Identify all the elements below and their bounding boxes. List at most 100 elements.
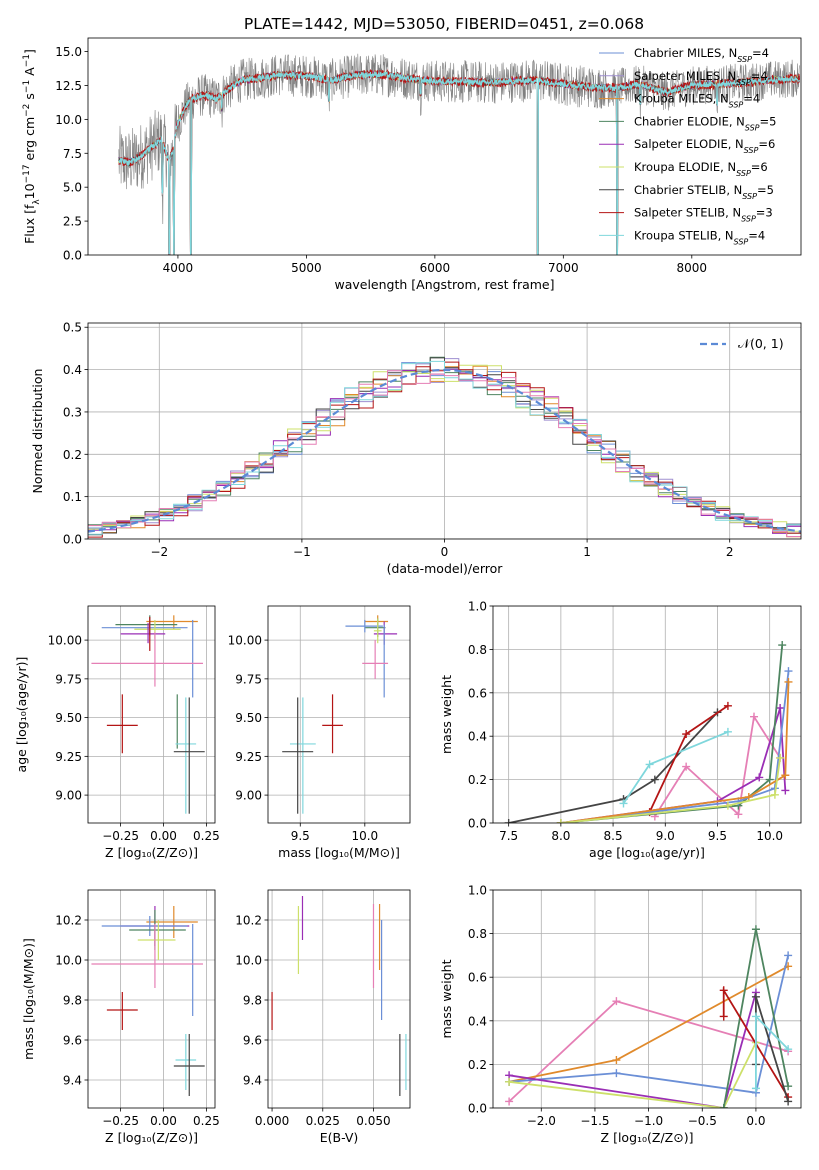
age-vs-metallicity-y-tick-label: 9.00 xyxy=(55,789,82,803)
mass-weight-vs-metallicity-x-tick-label: −2.0 xyxy=(527,1114,556,1128)
mass-weight-vs-age-frame xyxy=(492,605,802,824)
legend-label-value: =5 xyxy=(760,114,777,128)
age-vs-metallicity-y-tick-label: 10.00 xyxy=(48,634,82,648)
legend-label-text: Kroupa MILES, N xyxy=(634,92,729,106)
mass-weight-vs-metallicity-series-marker xyxy=(784,1097,793,1106)
legend-label-text: Salpeter MILES, N xyxy=(634,69,736,83)
mass-weight-vs-age-series-line xyxy=(560,670,790,823)
mass-vs-extinction-y-tick-label: 10.0 xyxy=(235,954,262,968)
spectrum-y-label: Flux [fλ10−17 erg cm−2 s−1 A−1] xyxy=(22,49,42,244)
residual-histogram-y-tick-label: 0.4 xyxy=(63,363,82,377)
mass-vs-extinction-y-tick-label: 9.4 xyxy=(243,1074,262,1088)
age-vs-metallicity-plot-area xyxy=(88,606,215,823)
mass-vs-extinction-x-tick-label: 0.000 xyxy=(255,1114,289,1128)
mass-weight-vs-age-series-marker xyxy=(734,810,743,819)
mass-weight-vs-metallicity-series-marker xyxy=(719,1104,728,1108)
mass-weight-vs-metallicity-series-marker xyxy=(784,1082,793,1091)
mass-vs-metallicity-panel: −0.25 0.00 0.25 9.4 9.6 9.8 10.0 10.2 Z [log₁₀(Z… xyxy=(21,889,220,1145)
spectrum-plot-area xyxy=(118,53,800,255)
legend-label-sub: SSP xyxy=(736,77,751,86)
mass-vs-metallicity-point xyxy=(173,1034,205,1096)
mass-weight-vs-age-series-marker xyxy=(744,792,753,801)
mass-weight-vs-metallicity-y-tick-label: 0.4 xyxy=(468,1014,487,1028)
legend-label-sub: SSP xyxy=(741,214,756,223)
age-vs-mass-point xyxy=(289,697,316,814)
legend-label-value: =4 xyxy=(751,69,768,83)
mass-vs-extinction-y-tick-label: 9.6 xyxy=(243,1034,262,1048)
spectrum-y-tick-label: 15.0 xyxy=(55,45,82,59)
age-vs-metallicity-x-tick-label: 0.00 xyxy=(150,829,177,843)
spectrum-y-label-part: s xyxy=(22,93,37,104)
age-vs-mass-frame xyxy=(267,605,411,824)
mass-weight-vs-age-series-line xyxy=(508,711,719,823)
mass-weight-vs-age-y-tick-label: 0.0 xyxy=(468,817,487,831)
spectrum-y-label-part: −2 xyxy=(22,104,32,117)
age-vs-metallicity-y-tick-label: 9.75 xyxy=(55,672,82,686)
legend-gaussian-label: 𝒩(0, 1) xyxy=(738,336,784,351)
mass-weight-vs-age-x-tick-label: 7.5 xyxy=(499,829,518,843)
spectrum-x-tick-label: 5000 xyxy=(291,261,322,275)
mass-weight-vs-age-series-marker xyxy=(723,701,732,710)
age-vs-mass-plot-area xyxy=(268,606,410,823)
histogram-step-ks xyxy=(88,360,801,539)
legend-label: Salpeter ELODIE, NSSP=6 xyxy=(634,137,775,155)
mass-vs-extinction-y-tick-label: 10.2 xyxy=(235,914,262,928)
mass-vs-metallicity-point xyxy=(101,916,188,936)
spectrum-y-tick-label: 2.5 xyxy=(63,215,82,229)
mass-vs-extinction-panel: 0.000 0.025 0.050 9.4 9.6 9.8 10.0 10.2 E(B-V) xyxy=(235,889,411,1145)
residual-histogram-y-tick-label: 0.3 xyxy=(63,405,82,419)
mass-weight-vs-metallicity-x-tick-label: 0.0 xyxy=(746,1114,765,1128)
mass-weight-vs-metallicity-x-tick-label: −1.5 xyxy=(580,1114,609,1128)
spectrum-y-label-part: −1 xyxy=(22,54,32,67)
mass-weight-vs-age-series-marker xyxy=(682,762,691,771)
mass-weight-vs-age-series-marker xyxy=(770,790,779,799)
residual-histogram-y-tick-label: 0.2 xyxy=(63,448,82,462)
spectrum-y-label-part: 10 xyxy=(22,183,37,199)
age-vs-metallicity-y-label: age [log₁₀(age/yr)] xyxy=(14,657,29,773)
residual-histogram-y-tick-label: 0.0 xyxy=(63,533,82,547)
legend-label-value: =5 xyxy=(757,183,774,197)
age-vs-mass-point xyxy=(322,694,343,754)
mass-weight-vs-metallicity-series-line xyxy=(509,955,789,1094)
age-vs-mass-panel: 9.5 10.0 9.00 9.25 9.50 9.75 10.00 mass [log₁₀(… xyxy=(228,605,411,860)
mass-weight-vs-metallicity-y-tick-label: 0.0 xyxy=(468,1102,487,1116)
mass-vs-metallicity-point xyxy=(106,992,138,1030)
mass-weight-vs-age-series-marker xyxy=(778,641,787,650)
mass-weight-vs-age-x-tick-label: 8.5 xyxy=(604,829,623,843)
mass-vs-metallicity-x-tick-label: −0.25 xyxy=(102,1114,139,1128)
mass-weight-vs-age-series-marker xyxy=(781,771,790,780)
mass-weight-vs-age-plot-area xyxy=(493,606,801,823)
residual-histogram-x-label: (data-model)/error xyxy=(387,561,504,576)
age-vs-mass-y-tick-label: 9.75 xyxy=(235,672,262,686)
mass-vs-extinction-plot-area xyxy=(268,890,410,1108)
mass-weight-vs-metallicity-x-tick-label: −1.0 xyxy=(634,1114,663,1128)
mass-vs-metallicity-point xyxy=(137,920,176,960)
mass-weight-vs-age-y-tick-label: 0.2 xyxy=(468,773,487,787)
mass-weight-vs-metallicity-series-marker xyxy=(784,1045,793,1054)
legend-label-value: =4 xyxy=(752,46,769,60)
age-vs-metallicity-point xyxy=(175,697,197,814)
age-vs-metallicity-point xyxy=(120,623,166,644)
legend-label-sub: SSP xyxy=(729,100,744,109)
mass-weight-vs-age-x-tick-label: 9.0 xyxy=(656,829,675,843)
mass-vs-metallicity-plot-area xyxy=(88,890,215,1108)
plots-layer: 4000 5000 6000 7000 80000.02.55.07.510.012.5… xyxy=(14,37,802,1145)
mass-vs-metallicity-point xyxy=(91,924,203,988)
legend-label-text: Salpeter STELIB, N xyxy=(634,206,741,220)
mass-vs-metallicity-y-label: mass [log₁₀(M/M⊙)] xyxy=(21,938,36,1060)
legend-label-text: Kroupa STELIB, N xyxy=(634,228,734,242)
legend-label-sub: SSP xyxy=(745,123,760,132)
age-vs-metallicity-point xyxy=(106,694,138,754)
mass-weight-vs-age-series-marker xyxy=(619,799,628,808)
mass-weight-vs-metallicity-series-line xyxy=(508,992,757,1108)
mass-weight-vs-age-y-tick-label: 0.4 xyxy=(468,730,487,744)
mass-weight-vs-age-x-tick-label: 9.5 xyxy=(708,829,727,843)
age-vs-metallicity-y-tick-label: 9.25 xyxy=(55,750,82,764)
age-vs-metallicity-y-tick-label: 9.50 xyxy=(55,711,82,725)
mass-weight-vs-metallicity-series-marker xyxy=(612,997,621,1006)
mass-weight-vs-metallicity-series-marker xyxy=(751,925,760,934)
age-vs-mass-y-tick-label: 10.00 xyxy=(228,634,262,648)
spectrum-y-tick-label: 7.5 xyxy=(63,147,82,161)
legend-label: Kroupa MILES, NSSP=4 xyxy=(634,92,760,110)
mass-vs-metallicity-x-tick-label: 0.25 xyxy=(193,1114,220,1128)
